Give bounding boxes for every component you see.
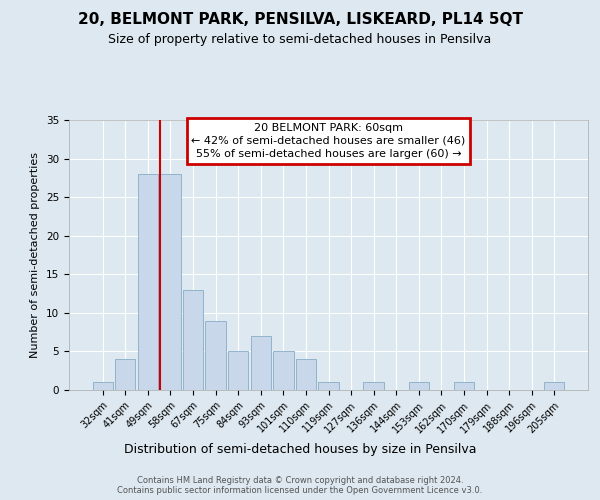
Text: 20 BELMONT PARK: 60sqm
← 42% of semi-detached houses are smaller (46)
55% of sem: 20 BELMONT PARK: 60sqm ← 42% of semi-det…	[191, 122, 466, 159]
Text: Distribution of semi-detached houses by size in Pensilva: Distribution of semi-detached houses by …	[124, 442, 476, 456]
Bar	[364, 382, 384, 390]
Y-axis label: Number of semi-detached properties: Number of semi-detached properties	[31, 152, 40, 358]
Bar	[205, 320, 226, 390]
Text: Contains public sector information licensed under the Open Government Licence v3: Contains public sector information licen…	[118, 486, 482, 495]
Bar	[138, 174, 158, 390]
Text: Size of property relative to semi-detached houses in Pensilva: Size of property relative to semi-detach…	[109, 32, 491, 46]
Bar	[409, 382, 429, 390]
Bar	[160, 174, 181, 390]
Bar	[92, 382, 113, 390]
Bar	[273, 352, 293, 390]
Text: 20, BELMONT PARK, PENSILVA, LISKEARD, PL14 5QT: 20, BELMONT PARK, PENSILVA, LISKEARD, PL…	[77, 12, 523, 28]
Bar	[544, 382, 565, 390]
Bar	[319, 382, 338, 390]
Bar	[183, 290, 203, 390]
Bar	[228, 352, 248, 390]
Bar	[454, 382, 474, 390]
Bar	[115, 359, 136, 390]
Bar	[251, 336, 271, 390]
Text: Contains HM Land Registry data © Crown copyright and database right 2024.: Contains HM Land Registry data © Crown c…	[137, 476, 463, 485]
Bar	[296, 359, 316, 390]
